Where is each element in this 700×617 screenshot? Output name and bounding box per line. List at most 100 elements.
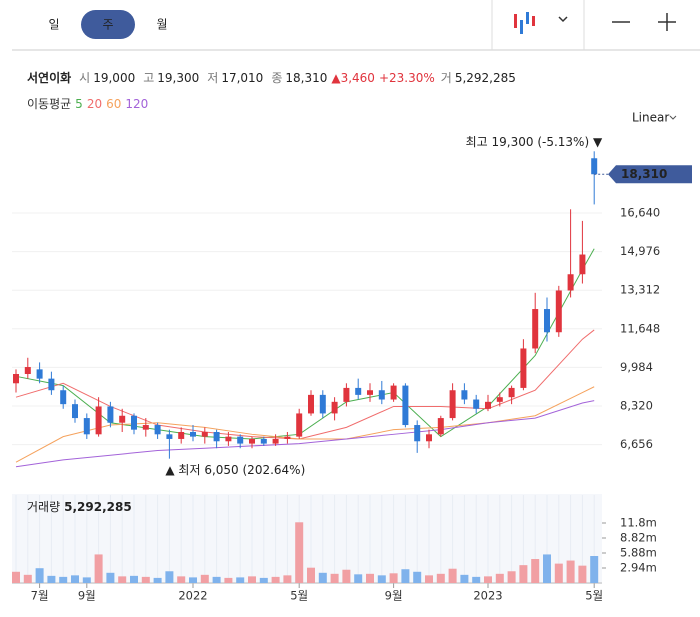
last-price-tag xyxy=(608,165,692,184)
candle-body xyxy=(437,418,444,435)
candle-body xyxy=(378,390,385,400)
candle-body xyxy=(331,401,338,414)
legend-entry: 20 xyxy=(87,97,102,111)
volume-bar xyxy=(12,571,20,583)
candle-body xyxy=(296,413,303,437)
volume-bar xyxy=(590,556,599,583)
candle-body xyxy=(95,406,102,435)
volume-label: 거래량 xyxy=(27,500,60,514)
volume-bar xyxy=(153,577,162,583)
volume-bar xyxy=(401,569,410,583)
volume-bar xyxy=(212,576,221,583)
candle-body xyxy=(225,436,232,442)
volume-bar xyxy=(484,576,492,583)
x-tick-label: 2023 xyxy=(473,589,502,603)
candle-body xyxy=(508,387,515,398)
ma-line xyxy=(15,248,595,440)
volume-bar xyxy=(71,575,79,583)
volume-bar xyxy=(141,576,150,583)
volume-bar xyxy=(495,573,504,583)
candle-body xyxy=(260,438,267,444)
volume-bar xyxy=(342,569,351,583)
volume-bar xyxy=(200,574,209,583)
candle-body xyxy=(426,434,432,442)
volume-bar xyxy=(472,576,481,583)
tab[interactable]: 주 xyxy=(102,18,113,32)
field-value: 5,292,285 xyxy=(455,71,516,85)
candle-body xyxy=(591,158,598,175)
volume-bar xyxy=(47,575,56,583)
x-tick-label: 9월 xyxy=(78,589,96,603)
zoom-in-button[interactable] xyxy=(658,13,676,31)
field-value: 19,300 xyxy=(157,71,199,85)
candle-body xyxy=(48,378,55,391)
candle-body xyxy=(72,404,78,419)
volume-bar xyxy=(106,572,115,583)
scale-button[interactable]: Linear xyxy=(632,111,677,125)
candle-body xyxy=(343,387,350,402)
volume-bar xyxy=(307,567,315,583)
tab-selected-bg xyxy=(81,10,135,39)
volume-bar xyxy=(259,577,268,583)
y-tick-label: 5.88m xyxy=(620,546,657,560)
candle-body xyxy=(83,418,90,435)
legend-entry: 60 xyxy=(106,97,121,111)
change-pct: +23.30% xyxy=(379,71,435,85)
field-value: 18,310 xyxy=(285,71,327,85)
volume-bar xyxy=(130,575,138,583)
candle-body xyxy=(532,309,539,349)
candle-body xyxy=(485,401,491,409)
volume-bar xyxy=(413,571,422,583)
volume-bar xyxy=(165,571,174,583)
candle-body xyxy=(36,369,43,379)
volume-bar xyxy=(436,573,445,583)
chart-type-button[interactable] xyxy=(514,12,568,34)
tab[interactable]: 일 xyxy=(48,18,59,32)
stock-name: 서연이화 xyxy=(27,70,71,85)
candle-body xyxy=(496,397,503,402)
ma-legend: 이동평균 5 20 60 120 xyxy=(27,97,148,111)
y-tick-label: 8.82m xyxy=(620,531,657,545)
volume-bar xyxy=(224,577,233,583)
change: ▲3,460 xyxy=(331,71,375,85)
volume-bar xyxy=(35,568,44,583)
quote-line: 서연이화 시 19,000 고 19,300 저 17,010 종 18,310 ▲3,460 +2… xyxy=(27,70,516,85)
candle-body xyxy=(567,274,574,291)
candle-body xyxy=(237,436,244,444)
volume-bar xyxy=(318,572,327,583)
y-tick-label: 8,320 xyxy=(620,399,653,413)
tab[interactable]: 월 xyxy=(156,18,167,32)
volume-bar xyxy=(177,576,186,583)
volume-bar xyxy=(554,563,563,583)
volume-bar xyxy=(566,560,575,583)
candle-body xyxy=(367,390,373,395)
field-value: 19,000 xyxy=(93,71,135,85)
ma-legend-title: 이동평균 xyxy=(27,97,71,111)
candle-body xyxy=(520,348,527,388)
volume-bar xyxy=(82,577,91,583)
low-annotation: ▲ 최저 6,050 (202.64%) xyxy=(165,463,305,477)
last-price-label: 18,310 xyxy=(621,167,667,181)
volume-value: 5,292,285 xyxy=(64,500,132,514)
field-label: 저 xyxy=(207,71,218,85)
candle-body xyxy=(544,309,550,333)
field-label: 고 xyxy=(143,71,154,85)
candle-body xyxy=(131,415,137,430)
candle-body xyxy=(154,425,161,435)
x-tick-label: 7월 xyxy=(31,589,49,603)
candle-body xyxy=(60,390,67,405)
volume-bar xyxy=(460,574,469,583)
candle-body xyxy=(473,399,480,409)
candle-body xyxy=(355,387,362,395)
volume-bar xyxy=(425,575,433,583)
y-tick-label: 14,976 xyxy=(620,244,660,258)
volume-bar xyxy=(330,573,339,583)
volume-bar xyxy=(271,576,280,583)
y-tick-label: 16,640 xyxy=(620,206,660,220)
y-tick-label: 9,984 xyxy=(620,360,653,374)
volume-bar xyxy=(189,577,197,583)
field-label: 거 xyxy=(441,71,452,85)
y-tick-label: 6,656 xyxy=(620,437,653,451)
scale-label: Linear xyxy=(632,111,669,125)
